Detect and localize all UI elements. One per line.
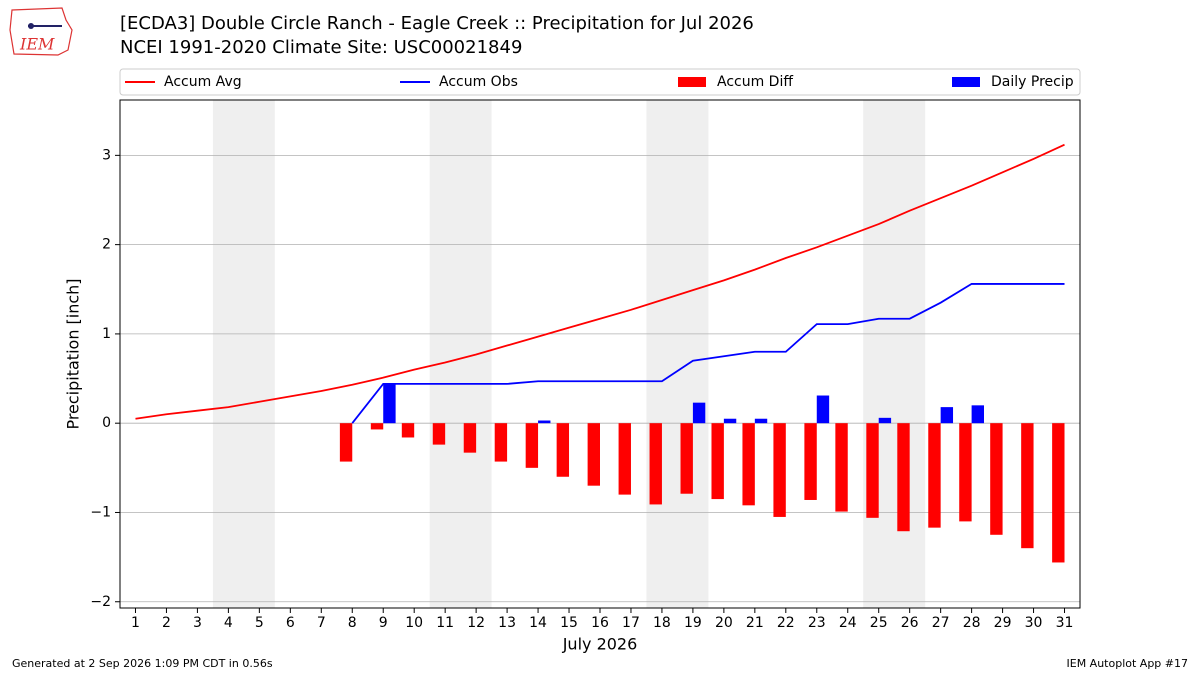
x-tick-label: 8 [348,615,357,631]
bar [773,423,786,517]
legend-label: Accum Obs [439,74,518,90]
chart-title: [ECDA3] Double Circle Ranch - Eagle Cree… [120,13,754,34]
x-tick-label: 16 [591,615,609,631]
x-tick-label: 30 [1025,615,1043,631]
bar [1021,423,1034,549]
bar [959,423,972,522]
x-tick-label: 7 [317,615,326,631]
bar [401,423,415,438]
chart-subtitle: NCEI 1991-2020 Climate Site: USC00021849 [120,37,522,58]
weekend-shade [429,100,492,608]
bar [804,423,817,500]
y-tick-label: 2 [102,237,111,253]
bar [1052,423,1065,563]
x-tick-label: 22 [777,615,795,631]
x-tick-label: 27 [932,615,950,631]
bar [711,423,724,500]
bar [835,423,848,512]
y-tick-label: 3 [102,147,111,163]
bar [990,423,1003,535]
line-series [135,143,1065,420]
legend-box [119,68,1081,96]
bar [587,423,600,486]
logo-text: IEM [19,35,55,54]
bar [339,423,353,462]
bar [556,423,570,477]
bar [866,423,879,518]
bar [463,423,477,453]
x-tick-label: 23 [808,615,826,631]
bar [618,423,631,495]
bar [878,417,892,424]
y-axis-label: Precipitation [inch] [64,278,83,429]
x-tick-label: 15 [560,615,578,631]
bar [680,423,693,494]
bar [494,423,508,462]
x-tick-label: 9 [379,615,388,631]
y-tick-label: −2 [90,594,111,610]
logo-dot [28,23,34,29]
x-tick-label: 2 [162,615,171,631]
x-tick-label: 19 [684,615,702,631]
x-axis-label: July 2026 [562,635,638,654]
x-tick-label: 29 [994,615,1012,631]
bar [370,423,384,430]
x-tick-label: 31 [1056,615,1074,631]
x-tick-label: 6 [286,615,295,631]
bar [897,423,910,532]
plot-frame [119,99,1081,609]
x-tick-label: 28 [963,615,981,631]
y-tick-label: 1 [102,326,111,342]
x-tick-label: 10 [405,615,423,631]
bar [383,383,396,424]
x-tick-label: 24 [839,615,857,631]
x-tick-label: 20 [715,615,733,631]
bar [525,423,539,468]
y-tick-label: −1 [90,504,111,520]
x-tick-label: 14 [529,615,547,631]
x-tick-label: 21 [746,615,764,631]
x-tick-label: 11 [436,615,454,631]
bar [723,418,737,424]
legend-label: Accum Avg [164,74,242,90]
bar [649,423,662,505]
bar [940,407,954,424]
x-tick-label: 25 [870,615,888,631]
x-tick-label: 18 [653,615,671,631]
logo: IEM [9,7,73,56]
weekend-shade [863,100,926,608]
x-tick-label: 4 [224,615,233,631]
legend-label: Daily Precip [991,74,1074,90]
bar [928,423,941,528]
legend-swatch [678,77,706,87]
x-tick-label: 1 [131,615,140,631]
weekend-shade [212,100,275,608]
legend-swatch [952,77,980,87]
x-tick-label: 12 [467,615,485,631]
bar [816,395,830,424]
legend-label: Accum Diff [717,74,793,90]
logo-outline [9,7,73,56]
x-tick-label: 26 [901,615,919,631]
x-tick-label: 5 [255,615,264,631]
bar [971,405,984,424]
bar [742,423,755,506]
weekend-shade [646,100,709,608]
line-series [351,283,1065,424]
x-tick-label: 3 [193,615,202,631]
bar [432,423,446,445]
x-tick-label: 17 [622,615,640,631]
bar [754,418,768,424]
x-tick-label: 13 [498,615,516,631]
footer-right: IEM Autoplot App #17 [1067,657,1189,670]
bar [538,420,551,424]
bar [692,402,706,424]
footer-left: Generated at 2 Sep 2026 1:09 PM CDT in 0… [12,657,273,670]
y-tick-label: 0 [102,415,111,431]
